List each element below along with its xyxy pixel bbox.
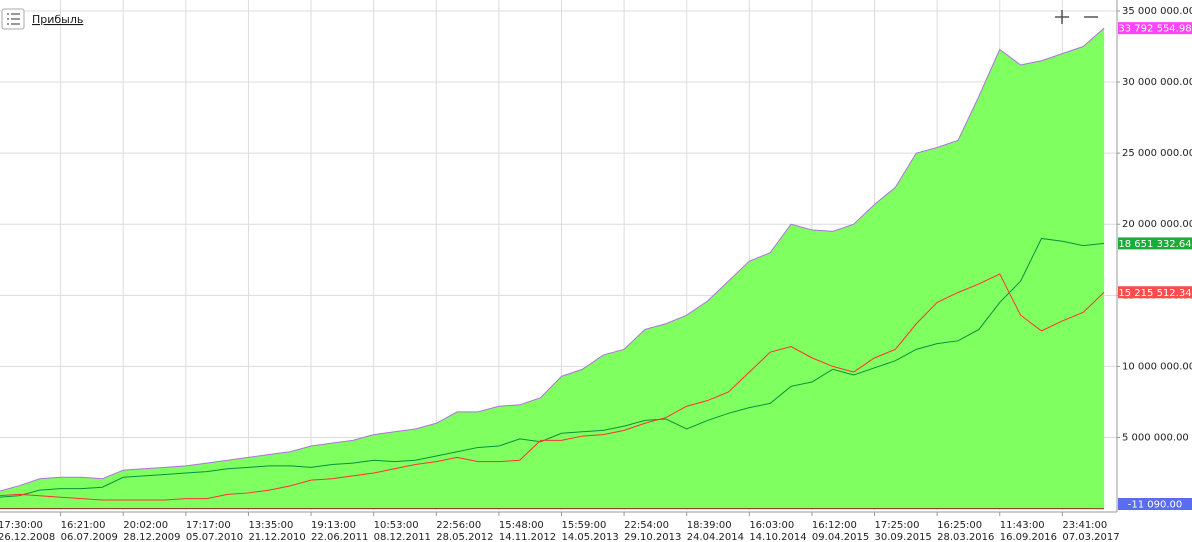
x-tick-date: 16.09.2016	[1000, 532, 1057, 542]
x-tick-time: 16:12:00	[812, 520, 857, 531]
x-tick-time: 18:39:00	[687, 520, 732, 531]
x-tick-date: 14.05.2013	[561, 532, 618, 542]
x-tick-time: 17:30:00	[0, 520, 43, 531]
x-tick-date: 21.12.2010	[248, 532, 305, 542]
last-value-tag	[1118, 237, 1192, 250]
x-tick-date: 28.05.2012	[436, 532, 493, 542]
y-tick-label: 30 000 000.00	[1122, 77, 1192, 88]
y-tick-label: 20 000 000.00	[1122, 219, 1192, 230]
x-tick-date: 24.04.2014	[687, 532, 744, 542]
last-value-label: 33 792 554.98	[1118, 24, 1191, 35]
last-value-tag	[1118, 22, 1192, 35]
y-tick-label: 5 000 000.00	[1122, 432, 1189, 443]
x-tick-time: 15:48:00	[499, 520, 544, 531]
zoom-in[interactable]	[1055, 10, 1069, 24]
last-value-label: -11 090.00	[1128, 500, 1183, 511]
x-tick-time: 15:59:00	[561, 520, 606, 531]
y-tick-label: 10 000 000.00	[1122, 361, 1192, 372]
last-value-label: 15 215 512.34	[1118, 288, 1191, 299]
x-tick-time: 16:03:00	[749, 520, 794, 531]
x-tick-date: 09.04.2015	[812, 532, 869, 542]
x-tick-date: 07.03.2017	[1062, 532, 1119, 542]
x-tick-date: 06.07.2009	[61, 532, 118, 542]
line	[0, 237, 1105, 498]
plot	[0, 0, 1117, 510]
x-tick-time: 19:13:00	[311, 520, 356, 531]
x-tick-date: 08.12.2011	[374, 532, 431, 542]
x-tick-time: 22:54:00	[624, 520, 669, 531]
x-tick-date: 14.10.2014	[749, 532, 806, 542]
x-tick-time: 22:56:00	[436, 520, 481, 531]
x-tick-time: 10:53:00	[374, 520, 419, 531]
x-tick-date: 29.10.2013	[624, 532, 681, 542]
x-tick-time: 20:02:00	[123, 520, 168, 531]
line	[0, 273, 1105, 501]
last-value-tag	[1118, 286, 1192, 299]
x-tick-time: 13:35:00	[248, 520, 293, 531]
last-value-label: 18 651 332.64	[1118, 239, 1191, 250]
x-tick-date: 28.03.2016	[937, 532, 994, 542]
chart-title[interactable]: Прибыль	[32, 13, 83, 26]
y-tick-label: 25 000 000.00	[1122, 148, 1192, 159]
x-tick-date: 28.12.2009	[123, 532, 180, 542]
menu-icon	[7, 13, 20, 25]
x-tick-date: 30.09.2015	[875, 532, 932, 542]
x-tick-date: 14.11.2012	[499, 532, 556, 542]
x-tick-time: 16:25:00	[937, 520, 982, 531]
y-tick-label: 35 000 000.00	[1122, 6, 1192, 17]
x-tick-time: 23:41:00	[1062, 520, 1107, 531]
x-tick-date: 26.12.2008	[0, 532, 55, 542]
area-outline	[0, 27, 1105, 492]
x-tick-time: 17:25:00	[875, 520, 920, 531]
x-tick-date: 05.07.2010	[186, 532, 243, 542]
x-tick-date: 22.06.2011	[311, 532, 368, 542]
last-value-tag	[1118, 498, 1192, 510]
x-tick-time: 17:17:00	[186, 520, 231, 531]
area	[0, 28, 1105, 509]
x-tick-time: 16:21:00	[61, 520, 106, 531]
x-tick-time: 11:43:00	[1000, 520, 1045, 531]
